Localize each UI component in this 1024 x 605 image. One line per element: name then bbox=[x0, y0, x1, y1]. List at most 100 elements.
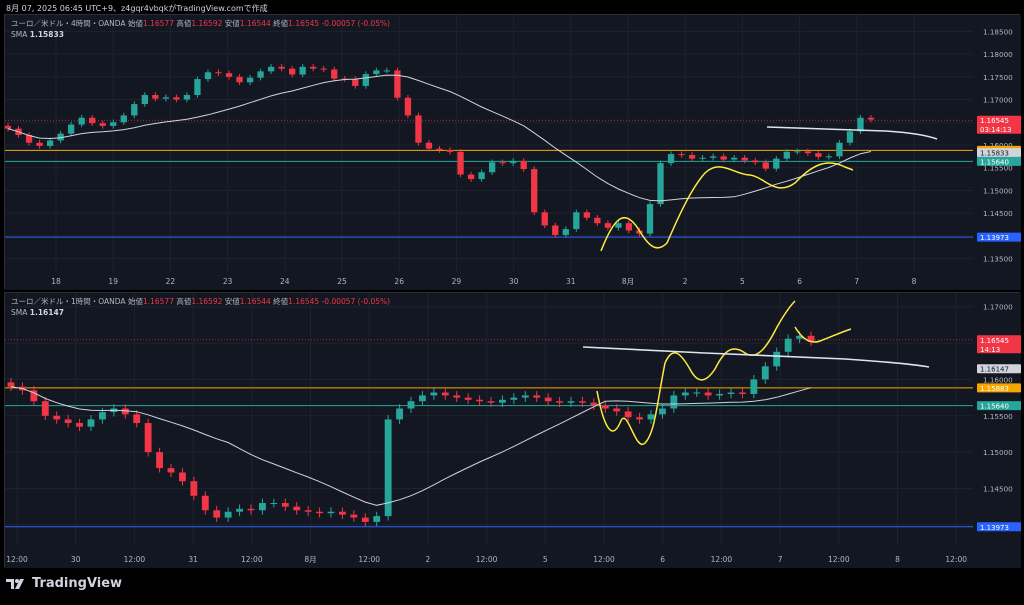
candle-body bbox=[281, 503, 289, 507]
chart-panel-1h[interactable]: 12:00 30 12:00 31 12:00 8月 12:00 2 12:00 5 12:00 6 1… bbox=[4, 292, 1021, 568]
price-axis-label: 1.17500 bbox=[983, 73, 1013, 82]
candle-body bbox=[173, 97, 180, 100]
candle-body bbox=[289, 68, 296, 75]
candle-body bbox=[583, 212, 590, 218]
price-badge-label: 1.16147 bbox=[980, 366, 1009, 374]
legend-4h: ユーロ／米ドル・4時間・OANDA 始値1.16577 高値1.16592 安値… bbox=[11, 19, 391, 39]
time-axis-label: 8 bbox=[895, 555, 900, 564]
candle-body bbox=[552, 225, 559, 235]
candle-body bbox=[76, 423, 83, 427]
price-axis-label: 1.15000 bbox=[983, 186, 1013, 195]
candle-body bbox=[404, 97, 412, 116]
candle-body bbox=[741, 157, 748, 161]
candle-body bbox=[99, 123, 106, 126]
white-trend-drawing bbox=[766, 126, 938, 140]
sma-line bbox=[7, 74, 872, 202]
candle-body bbox=[688, 155, 696, 159]
candle-body bbox=[709, 156, 717, 158]
price-badge bbox=[977, 156, 1021, 166]
candle-body bbox=[267, 66, 275, 72]
candle-body bbox=[678, 154, 685, 156]
candle-body bbox=[520, 160, 527, 170]
chart-4h-canvas[interactable]: 18 19 22 23 24 25 26 29 30 31 8月 2 5 6 7 81.185001.1800… bbox=[5, 15, 1021, 290]
candle-body bbox=[152, 95, 159, 99]
price-badge bbox=[977, 522, 1021, 532]
candle-body bbox=[659, 408, 666, 415]
time-axis-label: 22 bbox=[166, 277, 176, 286]
candle-body bbox=[373, 516, 381, 522]
candle-body bbox=[5, 125, 12, 129]
price-badge-label: 1.16545 bbox=[980, 337, 1009, 345]
candle-body bbox=[657, 163, 664, 205]
candle-body bbox=[783, 151, 790, 159]
candle-body bbox=[236, 76, 243, 83]
time-axis-label: 12:00 bbox=[711, 555, 733, 564]
price-axis-label: 1.18500 bbox=[983, 27, 1013, 36]
chart-1h-canvas[interactable]: 12:00 30 12:00 31 12:00 8月 12:00 2 12:00 5 12:00 6 1… bbox=[5, 293, 1021, 568]
candle-body bbox=[794, 151, 801, 153]
candle-body bbox=[350, 514, 358, 518]
time-axis-label: 12:00 bbox=[241, 555, 263, 564]
legend-1h: ユーロ／米ドル・1時間・OANDA 始値1.16577 高値1.16592 安値… bbox=[11, 297, 391, 317]
candle-body bbox=[144, 423, 152, 453]
price-badge bbox=[977, 364, 1021, 374]
legend-symbol: ユーロ／米ドル・1時間・OANDA bbox=[11, 297, 126, 306]
candle-body bbox=[201, 495, 209, 511]
candle-body bbox=[167, 468, 175, 473]
brand-name: TradingView bbox=[32, 576, 123, 591]
time-axis-label: 30 bbox=[509, 277, 519, 286]
time-axis-label: 2 bbox=[683, 277, 688, 286]
price-badge-label: 1.15640 bbox=[980, 158, 1009, 166]
time-axis-label: 24 bbox=[280, 277, 290, 286]
candle-body bbox=[194, 79, 201, 95]
white-trend-drawing bbox=[582, 346, 930, 368]
candle-body bbox=[67, 124, 75, 134]
candle-body bbox=[846, 131, 854, 143]
chart-panel-4h[interactable]: 18 19 22 23 24 25 26 29 30 31 8月 2 5 6 7 8 1.18500 1.1800… bbox=[4, 14, 1021, 290]
price-axis-label: 1.15000 bbox=[983, 448, 1013, 457]
candle-body bbox=[41, 401, 49, 416]
candle-body bbox=[87, 419, 95, 427]
candle-body bbox=[646, 204, 654, 234]
price-badge-label: 1.15833 bbox=[980, 150, 1009, 158]
price-axis-label: 1.16000 bbox=[983, 375, 1013, 384]
candle-body bbox=[25, 135, 33, 143]
candle-body bbox=[796, 335, 803, 339]
candle-body bbox=[647, 414, 655, 420]
candle-body bbox=[624, 411, 632, 418]
time-axis-label: 31 bbox=[566, 277, 576, 286]
candle-body bbox=[36, 142, 43, 146]
candle-body bbox=[120, 115, 127, 123]
candle-body bbox=[556, 401, 563, 403]
time-axis-label: 25 bbox=[337, 277, 347, 286]
price-badge bbox=[977, 148, 1021, 158]
candle-body bbox=[362, 74, 369, 86]
time-axis-label: 29 bbox=[452, 277, 462, 286]
candle-body bbox=[183, 95, 191, 100]
time-axis-label: 5 bbox=[543, 555, 548, 564]
time-axis-label: 31 bbox=[188, 555, 198, 564]
price-axis-label: 1.18000 bbox=[983, 50, 1013, 59]
price-axis-label: 1.16000 bbox=[983, 141, 1013, 150]
candle-body bbox=[278, 66, 285, 69]
candle-body bbox=[89, 117, 96, 124]
candle-body bbox=[531, 169, 538, 213]
time-axis-label: 18 bbox=[51, 277, 61, 286]
candle-body bbox=[476, 399, 483, 402]
time-axis-label: 6 bbox=[797, 277, 802, 286]
tradingview-logo[interactable]: TradingView bbox=[6, 576, 122, 591]
time-axis-label: 12:00 bbox=[593, 555, 615, 564]
candle-body bbox=[53, 415, 61, 420]
time-axis-label: 6 bbox=[660, 555, 665, 564]
price-axis-label: 1.13500 bbox=[983, 255, 1013, 264]
candle-body bbox=[488, 162, 496, 173]
candle-body bbox=[57, 133, 64, 141]
candle-body bbox=[30, 390, 38, 402]
candle-body bbox=[384, 419, 392, 517]
candle-body bbox=[750, 379, 758, 394]
candle-body bbox=[773, 351, 781, 367]
time-axis-label: 12:00 bbox=[124, 555, 146, 564]
time-axis-label: 8月 bbox=[622, 277, 634, 286]
candle-body bbox=[110, 122, 117, 126]
price-axis-label: 1.14500 bbox=[983, 484, 1013, 493]
